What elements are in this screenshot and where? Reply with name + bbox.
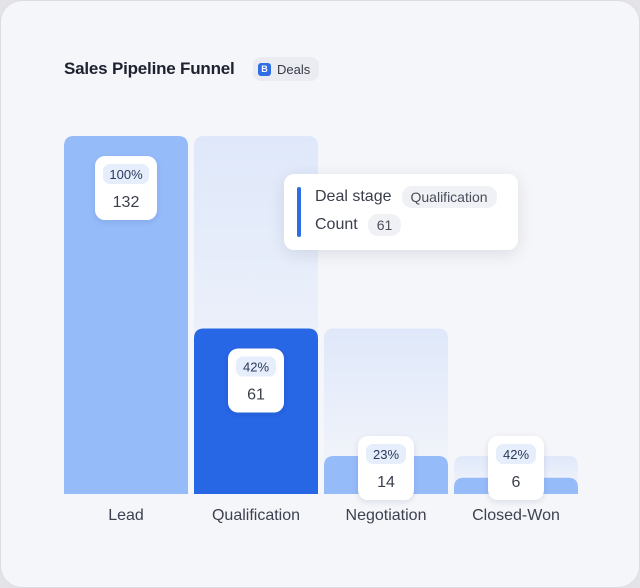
category-label: Lead: [108, 507, 144, 524]
percent-label: 42%: [503, 447, 529, 462]
tooltip-accent-bar: [297, 187, 301, 237]
count-label: 6: [512, 474, 521, 491]
tooltip-count-label: Count: [315, 216, 358, 233]
value-label: 42% 6: [488, 436, 544, 500]
tooltip-stage-value: Qualification: [401, 186, 497, 208]
database-icon: B: [258, 62, 271, 76]
value-label: 42% 61: [228, 348, 284, 413]
bar-lead[interactable]: [64, 136, 188, 494]
chart-tooltip: Deal stage Qualification Count 61: [284, 174, 518, 250]
count-label: 132: [113, 194, 140, 211]
data-source-label: Deals: [277, 61, 311, 77]
chart-title: Sales Pipeline Funnel: [64, 59, 235, 78]
data-source-badge[interactable]: B Deals: [253, 57, 320, 81]
percent-label: 23%: [373, 447, 399, 462]
tooltip-stage-label: Deal stage: [315, 188, 392, 205]
percent-label: 42%: [243, 360, 269, 375]
count-label: 14: [377, 474, 395, 491]
value-label: 23% 14: [358, 436, 414, 500]
count-label: 61: [247, 387, 265, 404]
tooltip-count-value: 61: [367, 214, 402, 236]
percent-label: 100%: [109, 167, 143, 182]
value-label: 100% 132: [95, 156, 157, 220]
category-label: Negotiation: [346, 507, 427, 524]
category-label: Qualification: [212, 507, 300, 524]
category-label: Closed-Won: [472, 507, 560, 524]
bar-track: [324, 328, 448, 494]
